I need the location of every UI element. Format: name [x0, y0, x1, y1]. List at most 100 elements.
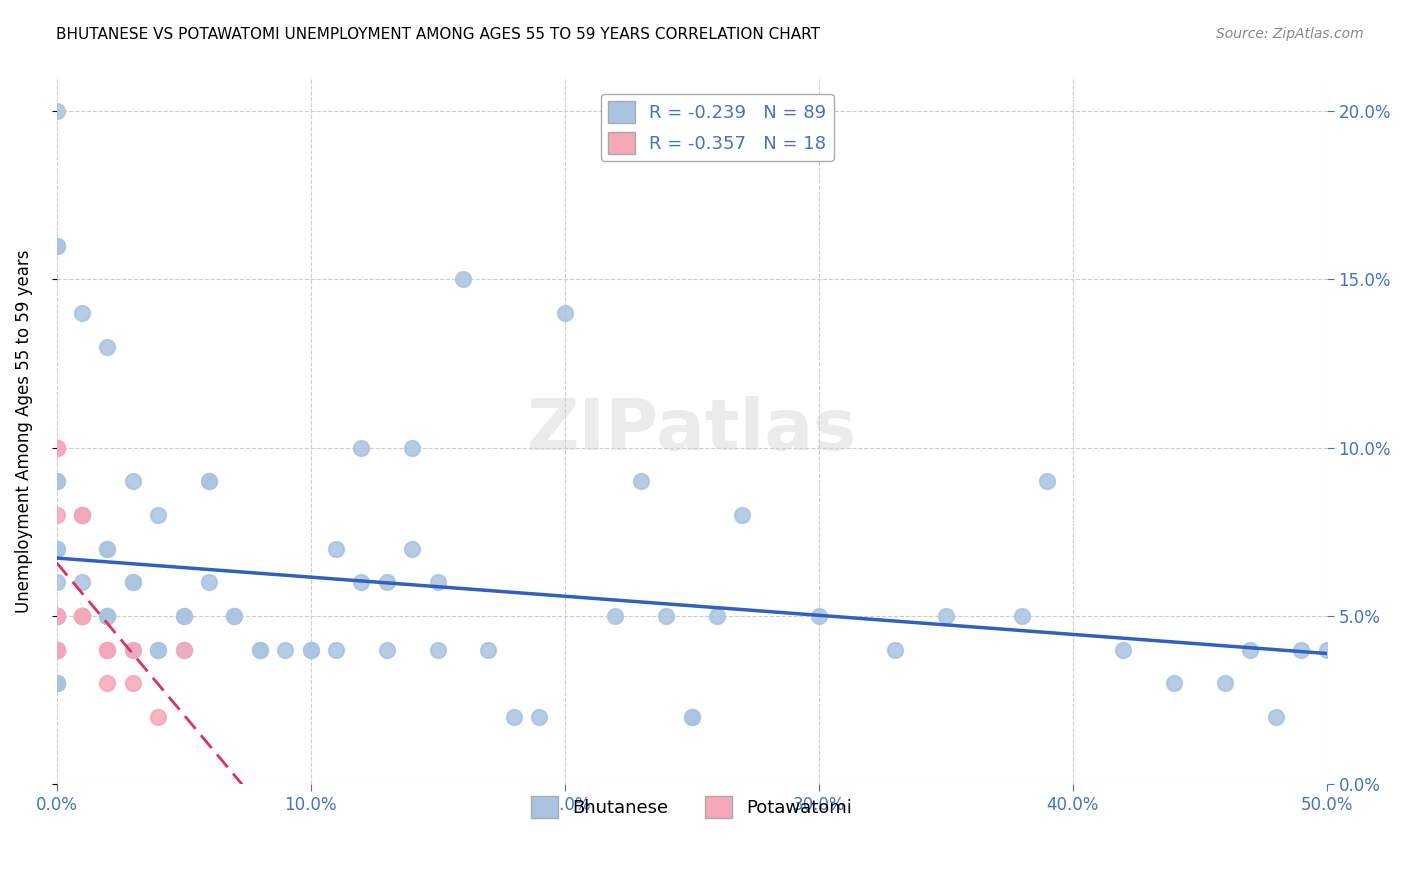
Point [401, 541, 423, 556]
Point [325, 541, 347, 556]
Point [70, 508, 93, 522]
Point [1213, 676, 1236, 690]
Point [45, 642, 67, 657]
Point [350, 441, 373, 455]
Point [1264, 710, 1286, 724]
Point [630, 475, 652, 489]
Point [96, 642, 118, 657]
Point [1239, 642, 1261, 657]
Point [299, 642, 322, 657]
Point [1316, 642, 1339, 657]
Point [350, 575, 373, 590]
Point [96, 676, 118, 690]
Point [224, 609, 246, 624]
Point [198, 575, 221, 590]
Point [605, 609, 627, 624]
Point [70, 508, 93, 522]
Point [426, 642, 449, 657]
Point [45, 609, 67, 624]
Point [45, 676, 67, 690]
Point [375, 642, 398, 657]
Point [935, 609, 957, 624]
Point [45, 541, 67, 556]
Point [1036, 475, 1059, 489]
Point [148, 642, 170, 657]
Point [96, 541, 118, 556]
Point [45, 239, 67, 253]
Point [554, 306, 576, 320]
Point [45, 575, 67, 590]
Point [96, 642, 118, 657]
Point [96, 340, 118, 354]
Point [45, 609, 67, 624]
Point [451, 272, 474, 286]
Point [706, 609, 728, 624]
Point [70, 609, 93, 624]
Point [45, 441, 67, 455]
Point [45, 609, 67, 624]
Point [70, 508, 93, 522]
Point [45, 475, 67, 489]
Point [148, 710, 170, 724]
Point [70, 609, 93, 624]
Point [1291, 642, 1313, 657]
Point [96, 642, 118, 657]
Point [681, 710, 703, 724]
Point [96, 609, 118, 624]
Point [70, 575, 93, 590]
Y-axis label: Unemployment Among Ages 55 to 59 years: Unemployment Among Ages 55 to 59 years [15, 249, 32, 613]
Point [655, 609, 678, 624]
Point [325, 642, 347, 657]
Legend: Bhutanese, Potawatomi: Bhutanese, Potawatomi [524, 789, 859, 825]
Point [249, 642, 271, 657]
Point [45, 104, 67, 119]
Point [477, 642, 499, 657]
Point [45, 642, 67, 657]
Point [70, 306, 93, 320]
Point [45, 676, 67, 690]
Point [45, 441, 67, 455]
Point [401, 441, 423, 455]
Point [45, 541, 67, 556]
Point [807, 609, 830, 624]
Point [121, 475, 143, 489]
Point [121, 642, 143, 657]
Point [121, 642, 143, 657]
Text: ZIPatlas: ZIPatlas [527, 396, 856, 466]
Point [121, 676, 143, 690]
Point [173, 642, 195, 657]
Point [70, 609, 93, 624]
Point [224, 609, 246, 624]
Point [173, 642, 195, 657]
Point [148, 508, 170, 522]
Point [1163, 676, 1185, 690]
Point [426, 575, 449, 590]
Point [45, 609, 67, 624]
Point [1112, 642, 1135, 657]
Point [121, 575, 143, 590]
Point [70, 609, 93, 624]
Point [173, 609, 195, 624]
Point [70, 508, 93, 522]
Text: BHUTANESE VS POTAWATOMI UNEMPLOYMENT AMONG AGES 55 TO 59 YEARS CORRELATION CHART: BHUTANESE VS POTAWATOMI UNEMPLOYMENT AMO… [56, 27, 820, 42]
Point [96, 541, 118, 556]
Point [502, 710, 524, 724]
Point [45, 642, 67, 657]
Point [45, 676, 67, 690]
Point [148, 642, 170, 657]
Point [198, 475, 221, 489]
Point [1011, 609, 1033, 624]
Point [45, 475, 67, 489]
Point [45, 609, 67, 624]
Point [299, 642, 322, 657]
Point [173, 609, 195, 624]
Point [70, 609, 93, 624]
Point [45, 239, 67, 253]
Point [529, 710, 551, 724]
Point [45, 609, 67, 624]
Point [45, 642, 67, 657]
Text: Source: ZipAtlas.com: Source: ZipAtlas.com [1216, 27, 1364, 41]
Point [45, 508, 67, 522]
Point [45, 609, 67, 624]
Point [274, 642, 297, 657]
